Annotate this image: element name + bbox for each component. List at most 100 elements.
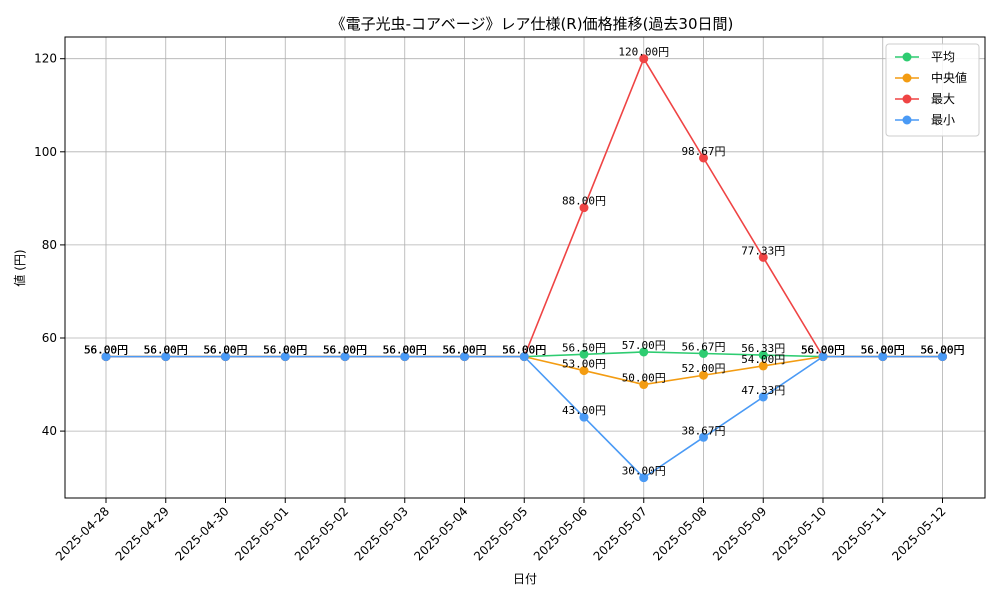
y-tick-label: 100	[34, 145, 57, 159]
y-tick-label: 60	[42, 331, 57, 345]
legend-box	[885, 43, 980, 137]
x-tick-label: 2025-05-04	[411, 504, 470, 563]
data-point	[699, 349, 708, 359]
x-tick-label: 2025-05-03	[352, 504, 411, 563]
data-label: 56.00円	[203, 344, 247, 357]
chart-title: 《電子光虫-コアベージ》レア仕様(R)価格推移(過去30日間)	[331, 15, 734, 33]
data-label: 56.33円	[741, 342, 785, 355]
data-point	[221, 352, 230, 362]
data-point	[938, 352, 947, 362]
data-label: 56.00円	[203, 344, 247, 357]
data-label: 56.00円	[920, 344, 964, 357]
data-label: 56.00円	[801, 344, 845, 357]
y-axis-label: 値 (円)	[12, 249, 27, 286]
legend-label: 中央値	[931, 70, 967, 85]
data-label: 56.00円	[801, 344, 845, 357]
data-point	[699, 432, 708, 442]
data-label: 56.00円	[84, 344, 128, 357]
data-point	[639, 473, 649, 483]
data-label: 56.00円	[84, 344, 128, 357]
data-label: 56.00円	[263, 344, 307, 357]
data-point	[818, 352, 828, 362]
data-label: 77.33円	[741, 244, 785, 257]
data-label: 56.00円	[861, 344, 905, 357]
data-label: 53.00円	[562, 358, 606, 371]
data-label: 56.00円	[144, 344, 188, 357]
data-label: 56.00円	[144, 344, 188, 357]
y-tick-label: 120	[34, 52, 57, 66]
data-label: 57.00円	[622, 339, 666, 352]
data-label: 56.00円	[442, 344, 486, 357]
data-label: 56.00円	[442, 344, 486, 357]
data-point	[758, 252, 768, 262]
tick-layer: 2025-04-28 2025-04-29 2025-04-30 2025-05-01…	[34, 52, 949, 564]
data-label: 56.00円	[920, 344, 964, 357]
legend-label: 平均	[931, 50, 955, 64]
data-label: 56.00円	[801, 344, 845, 357]
data-label: 56.50円	[562, 341, 606, 354]
series-layer	[101, 54, 947, 483]
x-tick-label: 2025-05-07	[591, 504, 650, 563]
data-point	[280, 352, 290, 362]
data-label: 56.00円	[920, 344, 964, 357]
x-tick-label: 2025-05-05	[471, 504, 530, 563]
y-tick-label: 80	[42, 238, 57, 252]
data-point	[161, 352, 171, 362]
x-tick-label: 2025-05-12	[889, 504, 948, 563]
plot-frame	[64, 36, 986, 499]
data-label: 56.00円	[442, 344, 486, 357]
data-label: 56.00円	[323, 344, 367, 357]
data-label: 56.00円	[203, 344, 247, 357]
legend-swatch-marker	[902, 94, 912, 104]
data-point	[639, 347, 649, 357]
data-label: 56.00円	[861, 344, 905, 357]
data-label: 56.00円	[263, 344, 307, 357]
data-label: 56.00円	[861, 344, 905, 357]
data-label: 56.00円	[84, 344, 128, 357]
grid-layer	[65, 37, 985, 498]
data-label-layer: 56.00円 56.00円 56.00円 56.00円 56.00円 56.00円 56.0…	[84, 46, 965, 478]
data-point	[460, 352, 469, 362]
data-point	[519, 352, 529, 362]
data-label: 56.00円	[801, 344, 845, 357]
x-tick-label: 2025-05-11	[830, 504, 889, 563]
data-label: 56.00円	[263, 344, 307, 357]
x-tick-label: 2025-05-09	[710, 504, 769, 563]
data-point	[758, 392, 768, 402]
data-point	[699, 370, 708, 380]
data-label: 56.00円	[323, 344, 367, 357]
x-tick-label: 2025-05-08	[650, 504, 709, 563]
x-tick-label: 2025-05-02	[292, 504, 351, 563]
x-tick-label: 2025-05-10	[770, 504, 829, 563]
data-label: 56.00円	[144, 344, 188, 357]
data-point	[878, 352, 888, 362]
legend-label: 最小	[931, 113, 955, 127]
legend-swatch-marker	[902, 52, 912, 62]
data-label: 56.67円	[681, 341, 725, 354]
data-label: 120.00円	[618, 46, 669, 59]
data-point	[639, 380, 649, 390]
data-label: 56.00円	[861, 344, 905, 357]
x-tick-label: 2025-05-06	[531, 504, 590, 563]
data-label: 56.00円	[383, 344, 427, 357]
data-point	[579, 203, 589, 213]
data-label: 56.00円	[383, 344, 427, 357]
data-label: 56.00円	[442, 344, 486, 357]
data-label: 98.67円	[681, 145, 725, 158]
data-label: 56.00円	[144, 344, 188, 357]
data-point	[758, 350, 768, 360]
data-point	[400, 352, 410, 362]
data-label: 30.00円	[622, 465, 666, 478]
data-label: 56.00円	[323, 344, 367, 357]
data-label: 56.00円	[203, 344, 247, 357]
data-label: 38.67円	[681, 424, 725, 437]
data-label: 56.00円	[263, 344, 307, 357]
data-point	[101, 352, 111, 362]
legend-label: 最大	[931, 92, 955, 106]
data-label: 43.00円	[562, 404, 606, 417]
x-axis-label: 日付	[513, 572, 537, 586]
data-label: 56.00円	[502, 344, 546, 357]
x-tick-label: 2025-04-29	[113, 504, 172, 563]
data-label: 56.00円	[502, 344, 546, 357]
